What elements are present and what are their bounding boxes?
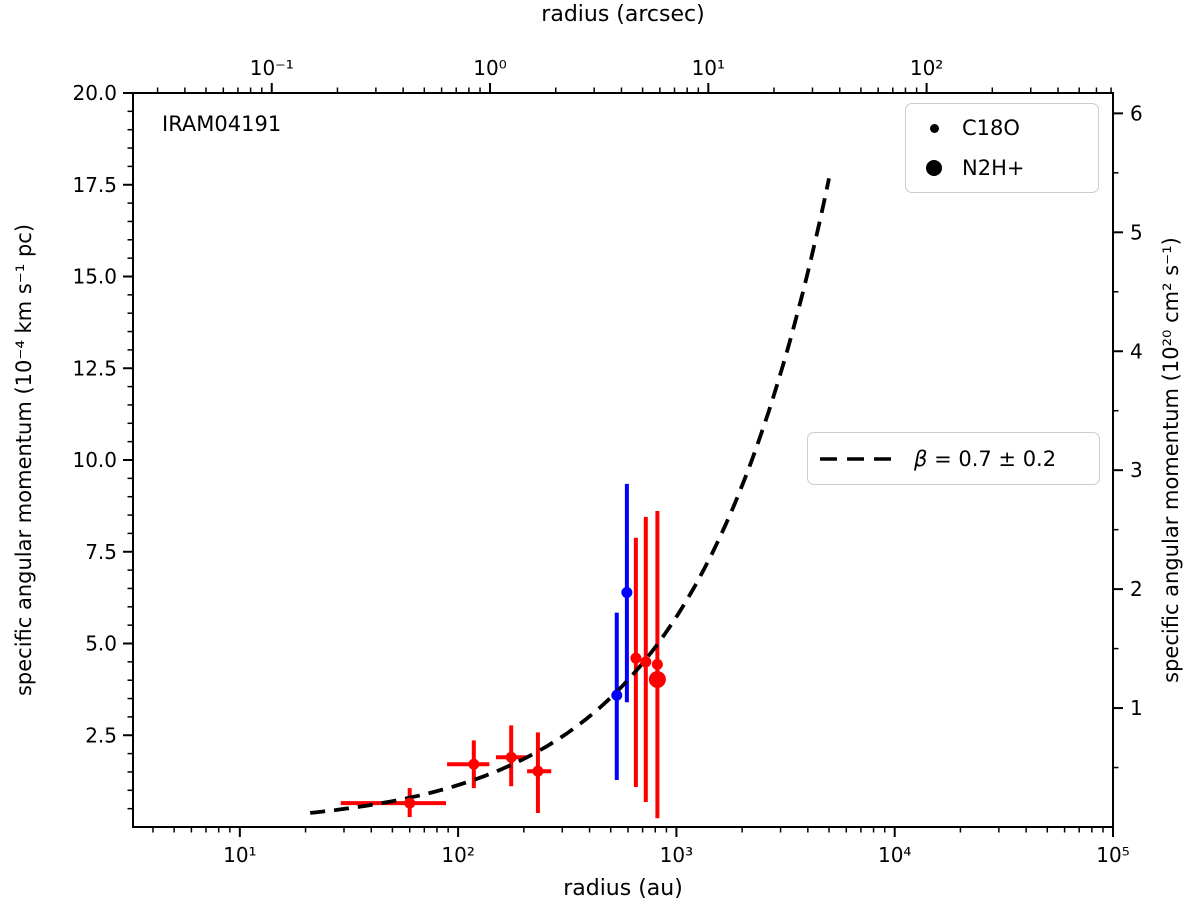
y-right-tick-label: 5 <box>1130 220 1143 244</box>
x-tick-label: 10⁵ <box>1096 843 1129 867</box>
fit-label-text: = 0.7 ± 0.2 <box>927 446 1057 471</box>
source-name-annotation: IRAM04191 <box>162 112 282 136</box>
fit-curve <box>310 178 831 815</box>
y-left-tick-label: 10.0 <box>72 448 117 472</box>
x-tick-label: 10¹ <box>223 843 256 867</box>
bottom-axis-label: radius (au) <box>563 876 683 901</box>
legend-entry-c18o: C18O <box>906 109 1098 147</box>
data-point-c18o <box>468 758 480 770</box>
data-point-c18o <box>611 689 623 701</box>
top-tick-label: 10¹ <box>692 56 725 80</box>
y-right-tick-label: 4 <box>1130 339 1143 363</box>
y-left-tick-label: 20.0 <box>72 81 117 105</box>
top-axis-label: radius (arcsec) <box>541 2 705 27</box>
y-left-tick-label: 7.5 <box>85 540 117 564</box>
left-axis-label: specific angular momentum (10⁻⁴ km s⁻¹ p… <box>12 223 36 697</box>
y-left-tick-label: 15.0 <box>72 265 117 289</box>
y-right-tick-label: 3 <box>1130 458 1143 482</box>
marker-legend: C18O N2H+ <box>905 103 1099 193</box>
x-tick-label: 10⁴ <box>878 843 911 867</box>
legend-entry-n2h: N2H+ <box>906 149 1098 187</box>
fit-label-beta-symbol: β <box>914 446 928 471</box>
c18o-dot-icon <box>929 123 939 133</box>
top-tick-label: 10⁰ <box>473 56 506 80</box>
top-tick-label: 10² <box>910 56 943 80</box>
data-point-c18o <box>630 652 642 664</box>
n2h-dot-icon <box>926 159 942 176</box>
data-point-c18o <box>532 765 544 777</box>
data-point-c18o <box>651 658 663 670</box>
y-left-tick-label: 17.5 <box>72 173 117 197</box>
right-axis-label: specific angular momentum (10²⁰ cm² s⁻¹) <box>1159 237 1183 683</box>
data-point-c18o <box>404 797 416 809</box>
data-point-c18o <box>621 586 633 598</box>
y-right-tick-label: 6 <box>1130 101 1143 125</box>
x-tick-label: 10² <box>441 843 474 867</box>
data-point-n2h+ <box>648 670 666 688</box>
data-point-c18o <box>505 751 517 763</box>
y-left-tick-label: 2.5 <box>85 723 117 747</box>
y-left-tick-label: 5.0 <box>85 632 117 656</box>
y-left-tick-label: 12.5 <box>72 356 117 380</box>
legend-label-c18o: C18O <box>962 116 1020 141</box>
top-tick-label: 10⁻¹ <box>250 56 294 80</box>
y-right-tick-label: 2 <box>1130 577 1143 601</box>
y-right-tick-label: 1 <box>1130 696 1143 720</box>
data-point-c18o <box>640 656 652 668</box>
legend-label-n2h: N2H+ <box>962 155 1025 180</box>
fit-legend: β = 0.7 ± 0.2 <box>807 432 1100 485</box>
dashed-line-icon <box>820 456 892 461</box>
x-tick-label: 10³ <box>660 843 693 867</box>
